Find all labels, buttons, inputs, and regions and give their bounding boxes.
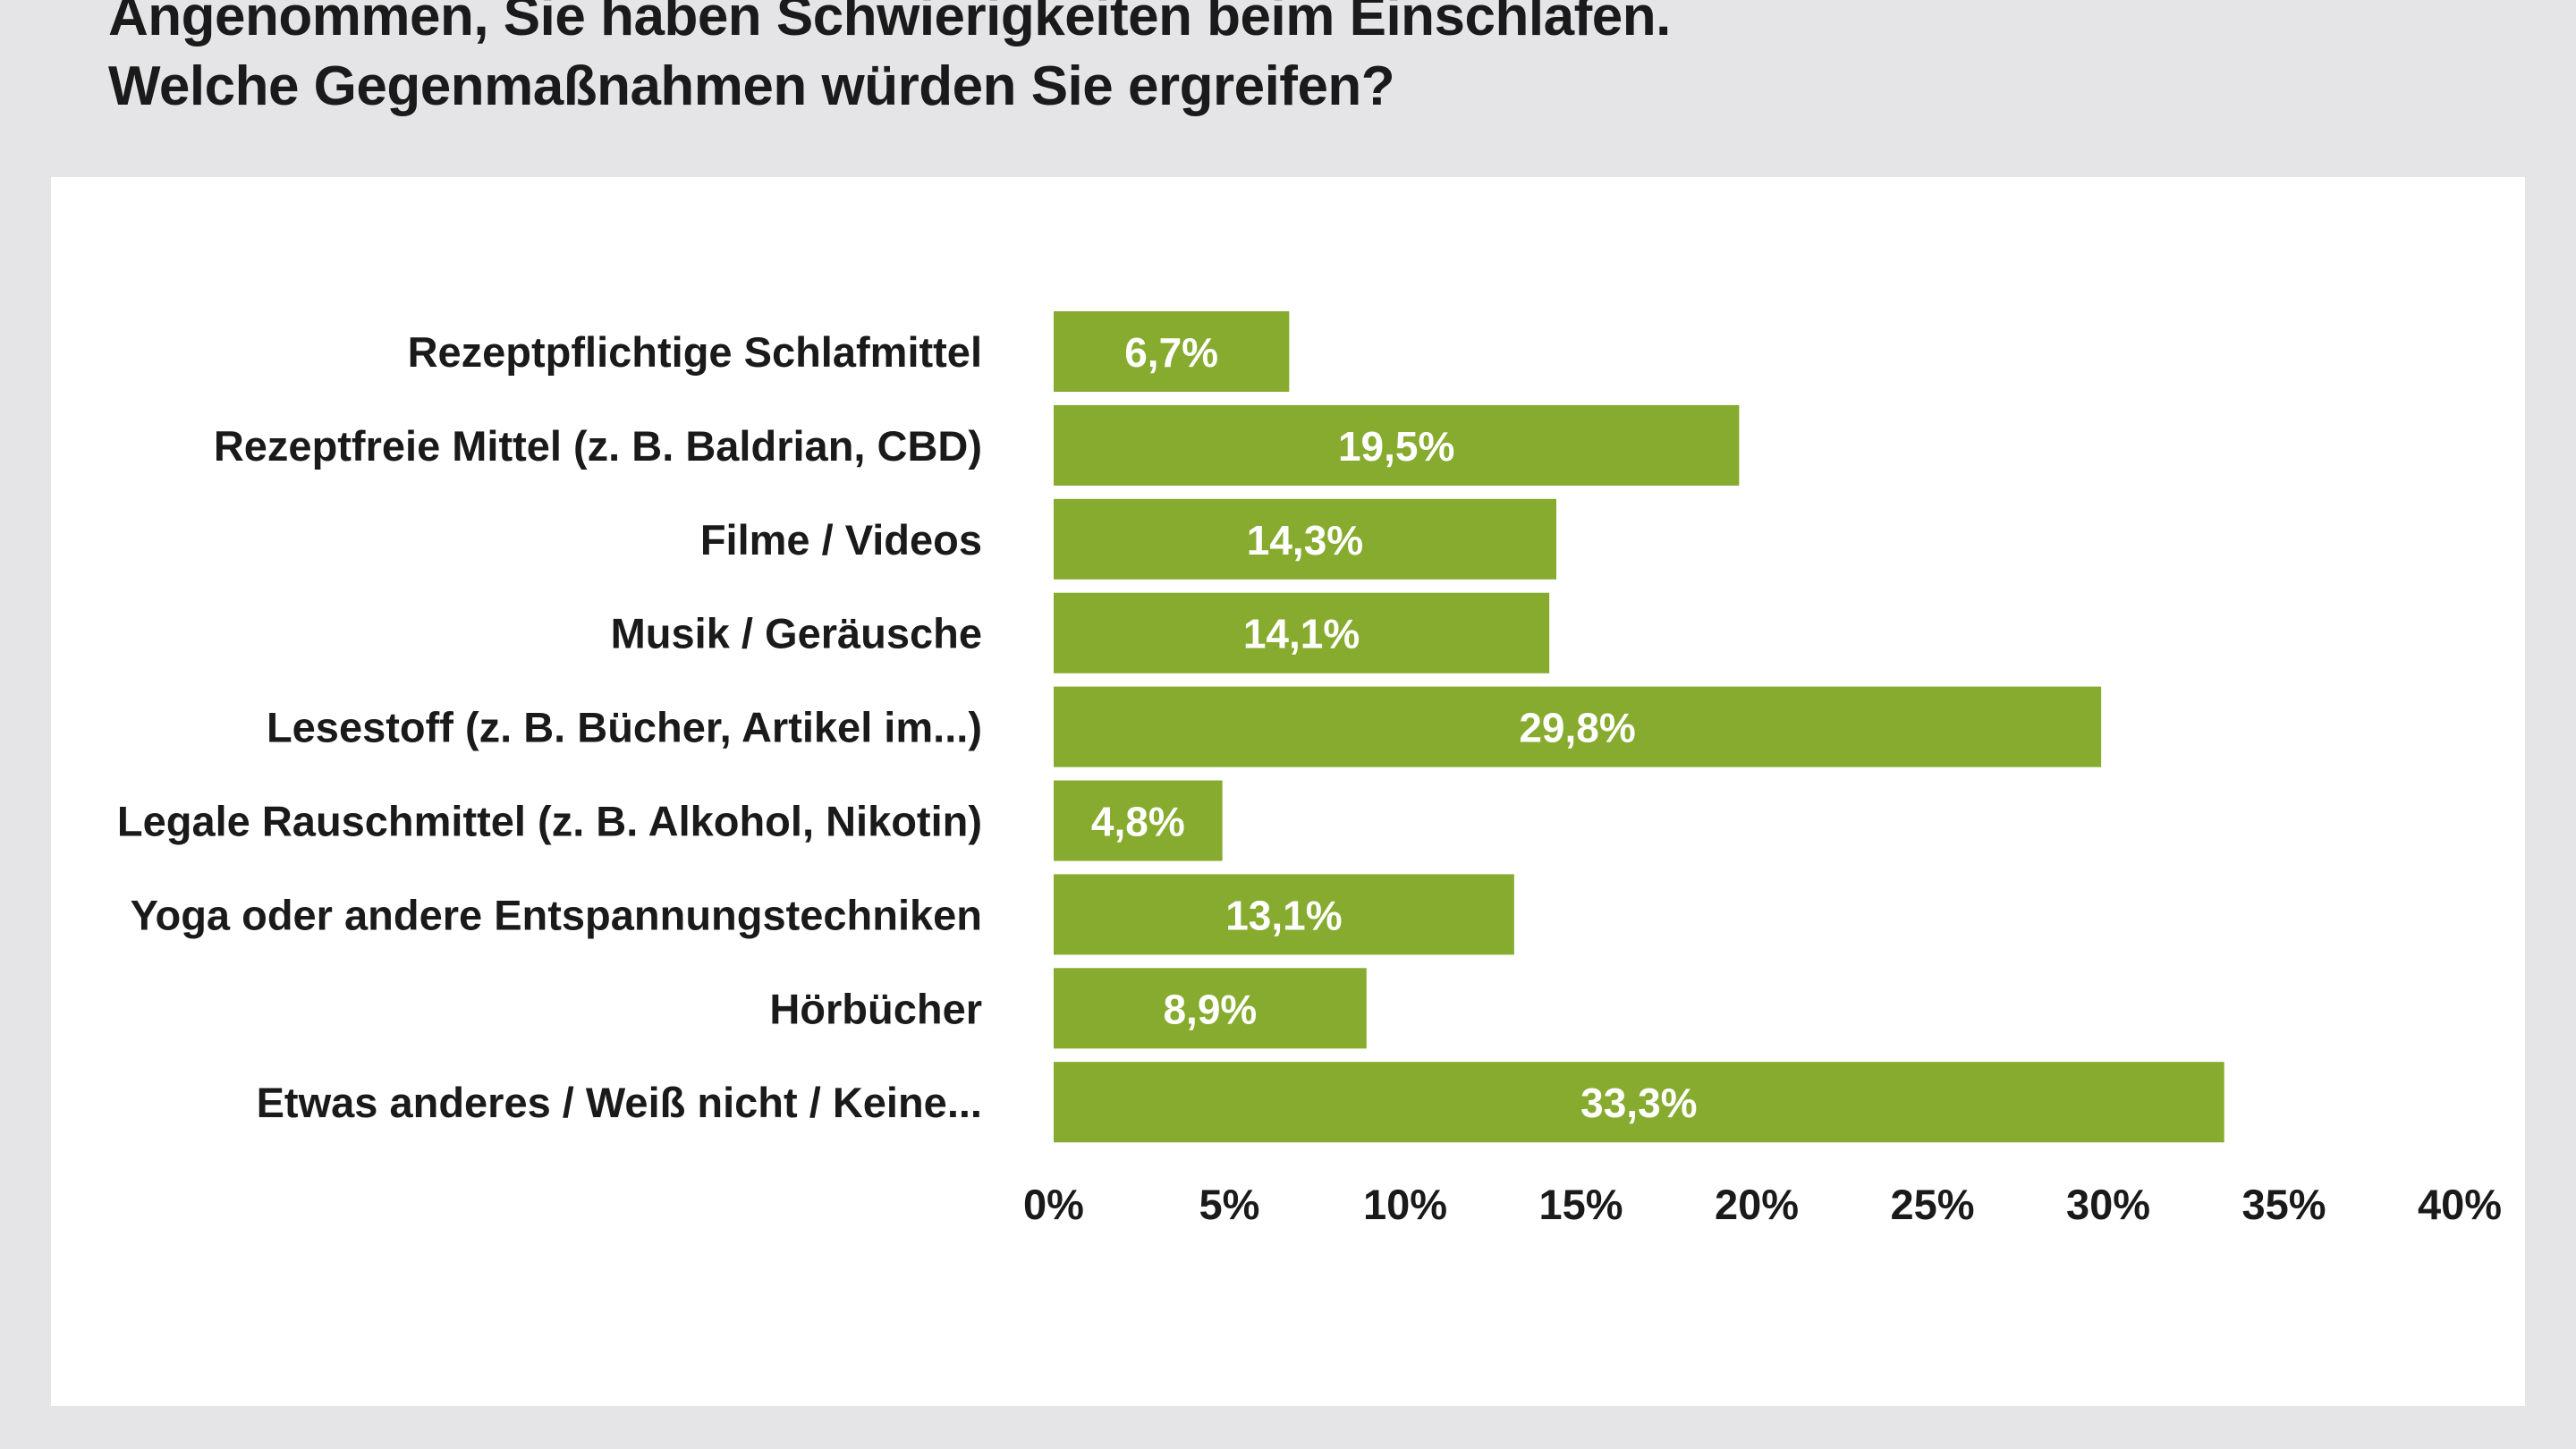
x-tick-label: 15% (1538, 1181, 1623, 1228)
x-tick-label: 35% (2241, 1181, 2326, 1228)
category-label: Etwas anderes / Weiß nicht / Keine... (257, 1079, 982, 1126)
chart-title: Angenommen, Sie haben Schwierigkeiten be… (108, 0, 2434, 122)
chart-title-line-1: Angenommen, Sie haben Schwierigkeiten be… (108, 0, 1671, 47)
bar (1054, 686, 2102, 767)
bar-value-label: 8,9% (1163, 986, 1257, 1032)
chart-title-line-2: Welche Gegenmaßnahmen würden Sie ergreif… (108, 55, 1395, 117)
x-tick-label: 30% (2066, 1181, 2150, 1228)
bar (1054, 592, 1550, 674)
x-tick-label: 5% (1199, 1181, 1260, 1228)
x-tick-label: 40% (2418, 1181, 2502, 1228)
bar-value-label: 4,8% (1091, 799, 1185, 845)
bar-value-label: 6,7% (1124, 329, 1218, 376)
bar-value-label: 14,3% (1247, 517, 1363, 564)
x-tick-label: 0% (1023, 1181, 1084, 1228)
bar (1054, 780, 1223, 861)
bar-value-label: 33,3% (1580, 1080, 1697, 1126)
x-tick-label: 20% (1715, 1181, 1799, 1228)
category-label: Lesestoff (z. B. Bücher, Artikel im...) (267, 704, 982, 751)
bar (1054, 498, 1556, 580)
category-label: Rezeptfreie Mittel (z. B. Baldrian, CBD) (214, 422, 982, 470)
category-label: Filme / Videos (700, 516, 982, 564)
bar (1054, 1062, 2224, 1143)
category-label: Hörbücher (769, 985, 982, 1032)
bar-value-label: 19,5% (1338, 423, 1454, 470)
bar (1054, 311, 1290, 392)
x-tick-label: 25% (1890, 1181, 1974, 1228)
chart-panel: Rezeptpflichtige Schlafmittel 6,7% Rezeptf… (51, 177, 2525, 1406)
bar (1054, 874, 1514, 955)
bar-value-label: 13,1% (1225, 892, 1342, 938)
bar-value-label: 29,8% (1519, 705, 1635, 751)
bar-value-label: 14,1% (1243, 611, 1360, 657)
category-label: Musik / Geräusche (611, 610, 982, 657)
bar (1054, 968, 1367, 1049)
x-tick-label: 10% (1363, 1181, 1447, 1228)
category-label: Rezeptpflichtige Schlafmittel (408, 328, 982, 376)
category-label: Legale Rauschmittel (z. B. Alkohol, Niko… (117, 798, 982, 845)
category-label: Yoga oder andere Entspannungstechniken (131, 891, 982, 938)
bar (1054, 404, 1740, 486)
bar-chart: Rezeptpflichtige Schlafmittel 6,7% Rezeptf… (117, 311, 2502, 1228)
